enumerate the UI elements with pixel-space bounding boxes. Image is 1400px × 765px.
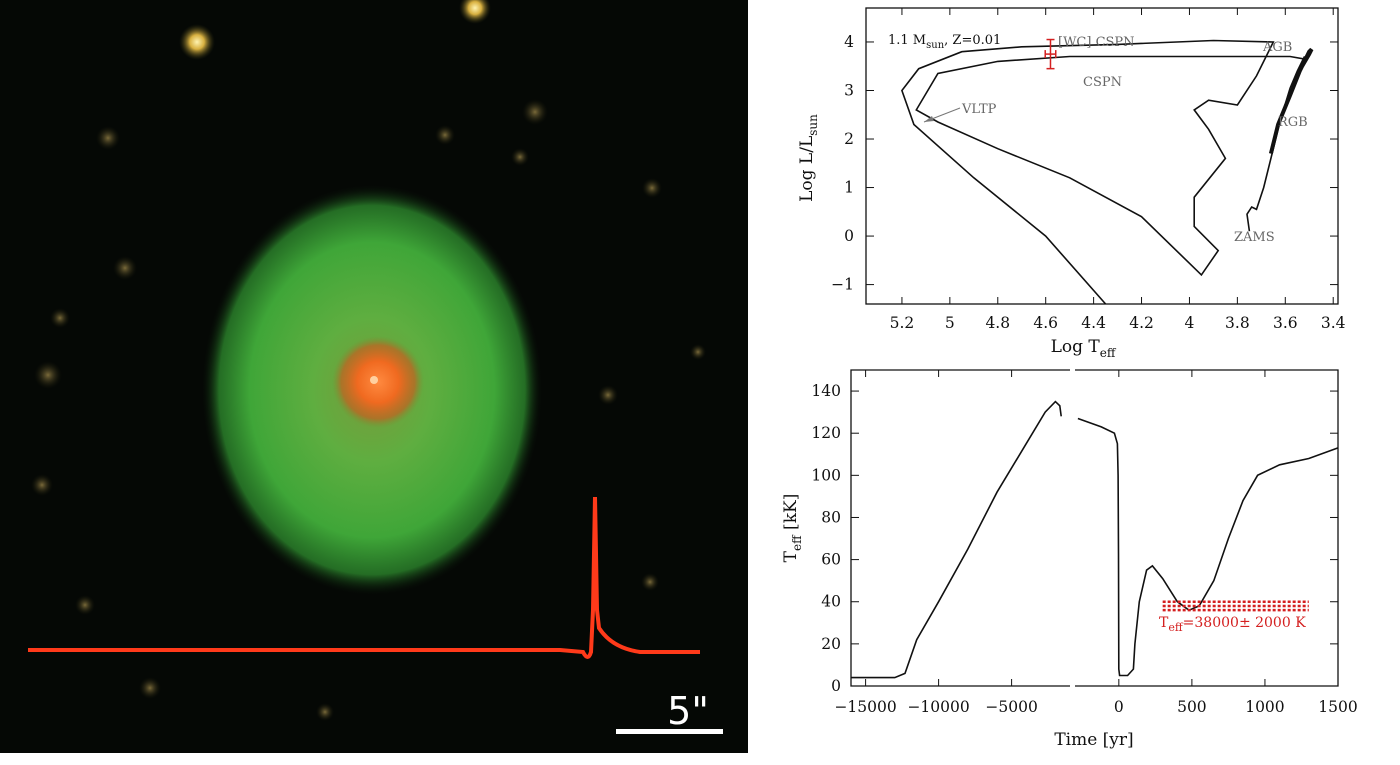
hr-x-tick-label: 3.4	[1321, 314, 1346, 332]
faint-star	[96, 126, 120, 150]
zams-label: ZAMS	[1234, 230, 1275, 245]
teff-y-tick-label: 0	[831, 677, 841, 695]
teff-y-tick-label: 40	[821, 593, 841, 611]
time-x-ticks: −15000 −10000 −5000 0 500 1000 1500	[834, 370, 1358, 716]
left-panel-frame	[850, 369, 1070, 687]
hr-y-tick-label: −1	[831, 276, 854, 294]
teff-y-tick-label: 60	[821, 551, 841, 569]
hr-y-tick-label: 2	[844, 130, 854, 148]
faint-star	[50, 308, 70, 328]
nebula-core	[332, 336, 424, 428]
teff-y-tick-label: 80	[821, 508, 841, 526]
hr-diagram: 5.2 5 4.8 4.6 4.4 4.2 4 3.8 3.6 3.4 −1 0 1 2 3 4 1.1 M…	[797, 7, 1346, 360]
light-curve-overlay	[28, 496, 700, 659]
teff-y-tick-label: 140	[811, 382, 841, 400]
hr-x-ticks: 5.2 5 4.8 4.6 4.4 4.2 4 3.8 3.6 3.4	[890, 8, 1346, 332]
nebula-image: 5"	[28, 0, 723, 734]
vltp-label: VLTP	[961, 102, 997, 117]
faint-star	[75, 595, 95, 615]
faint-star	[113, 256, 137, 280]
faint-star	[34, 361, 62, 389]
time-x-tick-label: 0	[1114, 698, 1124, 716]
faint-star	[522, 99, 548, 125]
faint-star	[139, 677, 161, 699]
scale-bar-label: 5"	[667, 689, 709, 733]
faint-star	[598, 385, 618, 405]
right-panel-frame	[1075, 369, 1339, 687]
scale-bar	[616, 729, 723, 734]
teff-curve-left	[851, 400, 1062, 679]
time-x-axis-title: Time [yr]	[1054, 730, 1133, 750]
cspn-label: CSPN	[1083, 75, 1122, 90]
faint-star	[642, 178, 662, 198]
hr-frame	[865, 7, 1339, 305]
star-field	[31, 0, 706, 721]
agb-label: AGB	[1262, 40, 1292, 55]
evolution-track-line	[901, 39, 1306, 305]
hr-x-axis-title: Log Teff	[1051, 337, 1117, 360]
time-x-tick-label: −10000	[907, 698, 969, 716]
bright-star	[459, 0, 491, 24]
teff-band-label: Teff=38000± 2000 K	[1159, 615, 1306, 634]
faint-star	[31, 474, 53, 496]
observed-teff-band	[1162, 600, 1309, 612]
hr-y-axis-title: Log L/Lsun	[797, 114, 820, 202]
hr-y-tick-label: 3	[844, 81, 854, 99]
hr-y-tick-label: 4	[844, 33, 854, 51]
teff-y-axis-title: Teff [kK]	[781, 494, 804, 563]
time-x-tick-label: −5000	[985, 698, 1037, 716]
faint-star	[690, 344, 706, 360]
hr-y-tick-label: 0	[844, 227, 854, 245]
vltp-arrowhead	[924, 116, 934, 122]
faint-star	[316, 703, 334, 721]
model-label: 1.1 Msun, Z=0.01	[888, 33, 1001, 51]
time-x-tick-label: 500	[1177, 698, 1207, 716]
observed-point	[1044, 38, 1057, 70]
hr-x-tick-label: 4.4	[1081, 314, 1106, 332]
hr-x-tick-label: 5.2	[890, 314, 915, 332]
hr-x-tick-label: 4	[1185, 314, 1195, 332]
hr-x-tick-label: 5	[945, 314, 955, 332]
hr-x-tick-label: 4.6	[1033, 314, 1058, 332]
hr-y-tick-label: 1	[844, 179, 854, 197]
teff-y-tick-label: 120	[811, 424, 841, 442]
faint-star	[641, 573, 659, 591]
time-x-tick-label: 1500	[1318, 698, 1357, 716]
teff-y-tick-label: 20	[821, 635, 841, 653]
rgb-label: RGB	[1278, 115, 1308, 130]
hr-x-tick-label: 3.6	[1273, 314, 1298, 332]
hr-x-tick-label: 4.8	[985, 314, 1010, 332]
teff-y-ticks: 0 20 40 60 80 100 120 140	[811, 382, 1338, 695]
hr-y-ticks: −1 0 1 2 3 4	[831, 33, 1338, 294]
time-x-tick-label: 1000	[1245, 698, 1284, 716]
time-x-tick-label: −15000	[834, 698, 896, 716]
central-star	[370, 376, 378, 384]
hr-x-tick-label: 3.8	[1225, 314, 1250, 332]
teff-y-tick-label: 100	[811, 466, 841, 484]
charts-area: 5.2 5 4.8 4.6 4.4 4.2 4 3.8 3.6 3.4 −1 0 1 2 3 4 1.1 M…	[781, 7, 1358, 750]
bright-star	[179, 24, 215, 60]
teff-curve-right	[1077, 417, 1339, 677]
nebula-image-panel: 5"	[0, 0, 748, 753]
hr-x-tick-label: 4.2	[1129, 314, 1154, 332]
teff-time-chart: 0 20 40 60 80 100 120 140 −15000 −10000 −5000 0 500…	[781, 369, 1358, 750]
wc-cspn-label: [WC] CSPN	[1058, 35, 1135, 50]
faint-star	[435, 125, 455, 145]
faint-star	[511, 148, 529, 166]
rgb-branch-line	[1268, 47, 1314, 155]
